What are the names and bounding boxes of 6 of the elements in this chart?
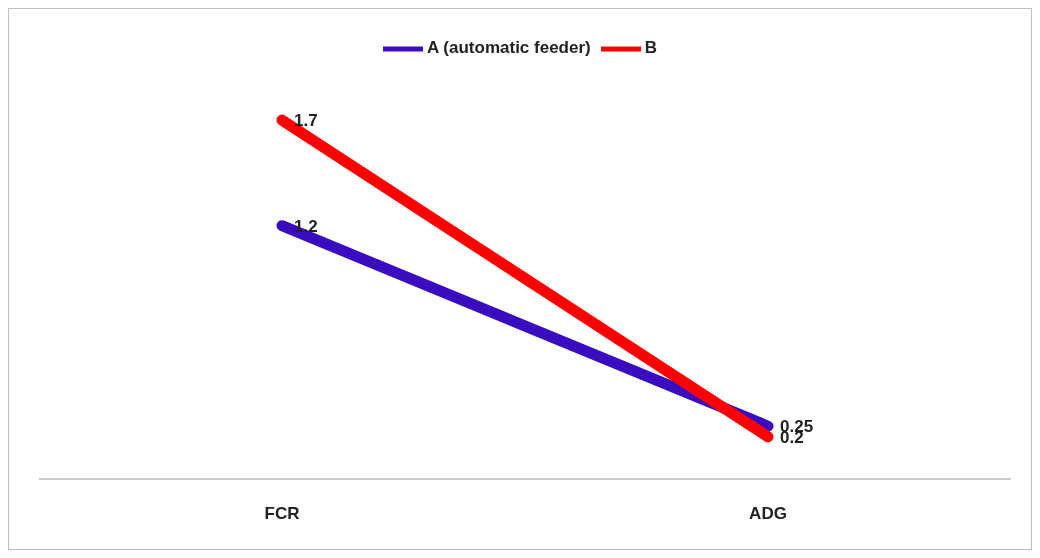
- x-tick-label: FCR: [264, 504, 300, 524]
- x-tick-label: ADG: [749, 504, 787, 524]
- legend-label: B: [644, 38, 657, 58]
- data-label: 1.2: [294, 216, 318, 236]
- legend-label: A (automatic feeder): [426, 38, 591, 58]
- data-label: 1.7: [294, 111, 318, 131]
